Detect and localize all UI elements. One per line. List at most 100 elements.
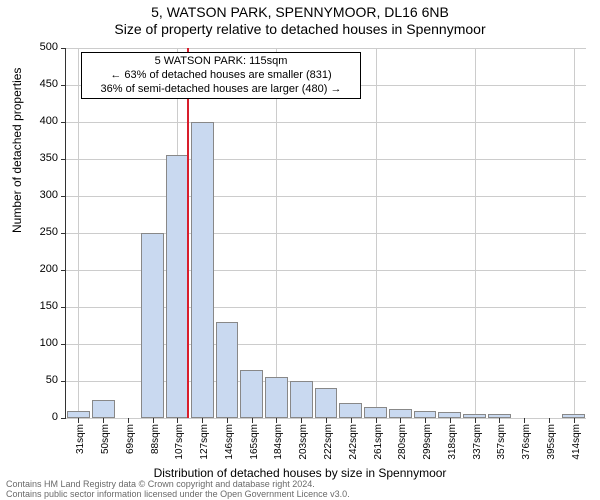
grid-line [376,48,377,418]
histogram-bar [463,414,486,418]
x-tick-label: 280sqm [397,424,408,466]
annotation-box: 5 WATSON PARK: 115sqm← 63% of detached h… [81,52,361,99]
histogram-bar [315,388,338,418]
title-line-1: 5, WATSON PARK, SPENNYMOOR, DL16 6NB [0,4,600,21]
y-tick-label: 350 [40,152,58,164]
y-tick-mark [61,307,66,308]
histogram-bar [216,322,239,418]
x-tick-label: 261sqm [373,424,384,466]
histogram-bar [141,233,164,418]
x-tick-mark [78,418,79,423]
histogram-bar [92,400,115,419]
annotation-line-3: 36% of semi-detached houses are larger (… [86,83,356,97]
x-tick-label: 107sqm [174,424,185,466]
x-tick-label: 50sqm [100,424,111,466]
x-tick-label: 395sqm [546,424,557,466]
y-tick-label: 400 [40,115,58,127]
y-axis-label: Number of detached properties [10,68,24,233]
y-tick-label: 250 [40,226,58,238]
grid-line [78,48,79,418]
histogram-bar [389,409,412,418]
x-tick-label: 31sqm [75,424,86,466]
x-tick-label: 69sqm [125,424,136,466]
y-tick-mark [61,85,66,86]
x-tick-mark [276,418,277,423]
histogram-bar [240,370,263,418]
histogram-bar [364,407,387,418]
x-tick-label: 203sqm [298,424,309,466]
y-tick-label: 150 [40,300,58,312]
x-tick-mark [128,418,129,423]
x-tick-label: 88sqm [150,424,161,466]
histogram-bar [488,414,511,418]
x-tick-mark [202,418,203,423]
x-tick-mark [574,418,575,423]
y-tick-mark [61,48,66,49]
y-tick-mark [61,122,66,123]
x-tick-mark [524,418,525,423]
x-tick-label: 376sqm [521,424,532,466]
histogram-bar [67,411,90,418]
y-tick-label: 100 [40,337,58,349]
grid-line [276,48,277,418]
chart-title: 5, WATSON PARK, SPENNYMOOR, DL16 6NB Siz… [0,4,600,38]
chart-container: 5, WATSON PARK, SPENNYMOOR, DL16 6NB Siz… [0,0,600,500]
grid-line [475,48,476,418]
x-tick-mark [425,418,426,423]
x-tick-label: 299sqm [422,424,433,466]
x-tick-mark [103,418,104,423]
histogram-bar [290,381,313,418]
x-tick-label: 242sqm [348,424,359,466]
y-tick-mark [61,381,66,382]
plot-area: 05010015020025030035040045050031sqm50sqm… [65,48,586,419]
y-tick-label: 200 [40,263,58,275]
x-tick-mark [177,418,178,423]
y-tick-mark [61,159,66,160]
x-tick-mark [376,418,377,423]
x-tick-mark [475,418,476,423]
histogram-bar [166,155,189,418]
annotation-line-1: 5 WATSON PARK: 115sqm [86,55,356,69]
y-tick-mark [61,196,66,197]
x-tick-mark [227,418,228,423]
histogram-bar [562,414,585,418]
grid-line [66,122,586,123]
histogram-bar [414,411,437,418]
x-tick-label: 127sqm [199,424,210,466]
x-tick-mark [252,418,253,423]
reference-line [187,48,189,418]
footer-attribution: Contains HM Land Registry data © Crown c… [6,480,350,500]
y-tick-mark [61,233,66,234]
x-tick-mark [549,418,550,423]
y-tick-mark [61,270,66,271]
x-tick-mark [153,418,154,423]
histogram-bar [191,122,214,418]
histogram-bar [438,412,461,418]
x-axis-label: Distribution of detached houses by size … [0,466,600,480]
y-tick-mark [61,344,66,345]
x-tick-label: 222sqm [323,424,334,466]
footer-line-2: Contains public sector information licen… [6,490,350,500]
x-tick-label: 184sqm [273,424,284,466]
x-tick-label: 318sqm [447,424,458,466]
x-tick-label: 165sqm [249,424,260,466]
grid-line [66,196,586,197]
histogram-bar [339,403,362,418]
x-tick-mark [450,418,451,423]
x-tick-label: 414sqm [571,424,582,466]
y-tick-label: 0 [52,411,58,423]
grid-line [574,48,575,418]
y-tick-label: 50 [46,374,58,386]
x-tick-label: 357sqm [496,424,507,466]
grid-line [66,48,586,49]
x-tick-mark [301,418,302,423]
title-line-2: Size of property relative to detached ho… [0,21,600,38]
y-tick-mark [61,418,66,419]
grid-line [66,159,586,160]
x-tick-mark [326,418,327,423]
x-tick-mark [351,418,352,423]
histogram-bar [265,377,288,418]
x-tick-mark [400,418,401,423]
x-tick-mark [499,418,500,423]
annotation-line-2: ← 63% of detached houses are smaller (83… [86,69,356,83]
